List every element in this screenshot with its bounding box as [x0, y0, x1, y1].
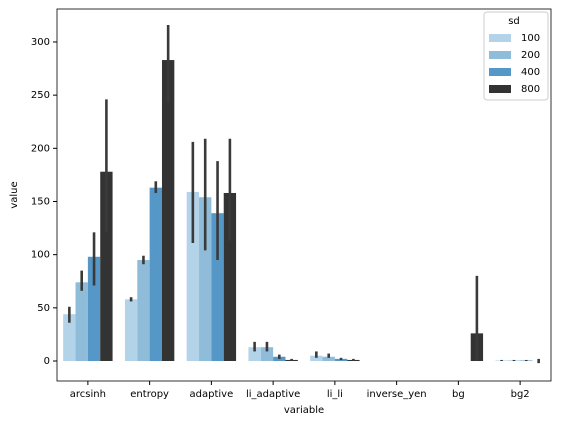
bar [211, 213, 224, 362]
bar [87, 256, 101, 362]
bar [248, 347, 261, 362]
x-tick-label: li_li [327, 389, 343, 400]
y-tick-label: 300 [31, 37, 50, 48]
bar [161, 60, 175, 362]
bar [223, 192, 237, 362]
plot-frame [56, 8, 552, 382]
y-tick-label: 0 [44, 356, 50, 367]
x-tick-label: arcsinh [70, 389, 106, 400]
bar [75, 282, 88, 362]
bar [260, 347, 274, 362]
y-axis-label: value [9, 181, 20, 208]
x-tick-label: bg2 [511, 389, 530, 400]
legend-label: 100 [521, 33, 540, 44]
bar [186, 191, 200, 362]
bar [137, 259, 150, 362]
y-tick-label: 200 [31, 143, 50, 154]
legend-title: sd [508, 16, 520, 27]
legend-swatch [489, 51, 511, 59]
legend-label: 800 [521, 84, 540, 95]
x-tick-label: bg [452, 389, 465, 400]
y-tick-label: 250 [31, 90, 50, 101]
bar [334, 358, 348, 362]
bar [199, 197, 212, 362]
y-tick-label: 150 [31, 196, 50, 207]
bar [310, 355, 323, 362]
bar [124, 299, 138, 362]
x-tick-label: adaptive [190, 389, 234, 400]
bar [322, 356, 335, 362]
x-axis-label: variable [284, 405, 324, 416]
bar [63, 314, 76, 362]
x-tick-label: entropy [130, 389, 169, 400]
legend-swatch [489, 85, 511, 93]
y-tick-label: 100 [31, 250, 50, 261]
y-tick-label: 50 [37, 303, 50, 314]
bar [100, 171, 113, 362]
legend-swatch [489, 68, 511, 76]
legend-label: 200 [521, 50, 540, 61]
x-tick-label: inverse_yen [367, 389, 427, 400]
bar [149, 187, 162, 362]
x-tick-label: li_adaptive [246, 389, 300, 400]
legend-label: 400 [521, 67, 540, 78]
legend-swatch [489, 34, 511, 42]
